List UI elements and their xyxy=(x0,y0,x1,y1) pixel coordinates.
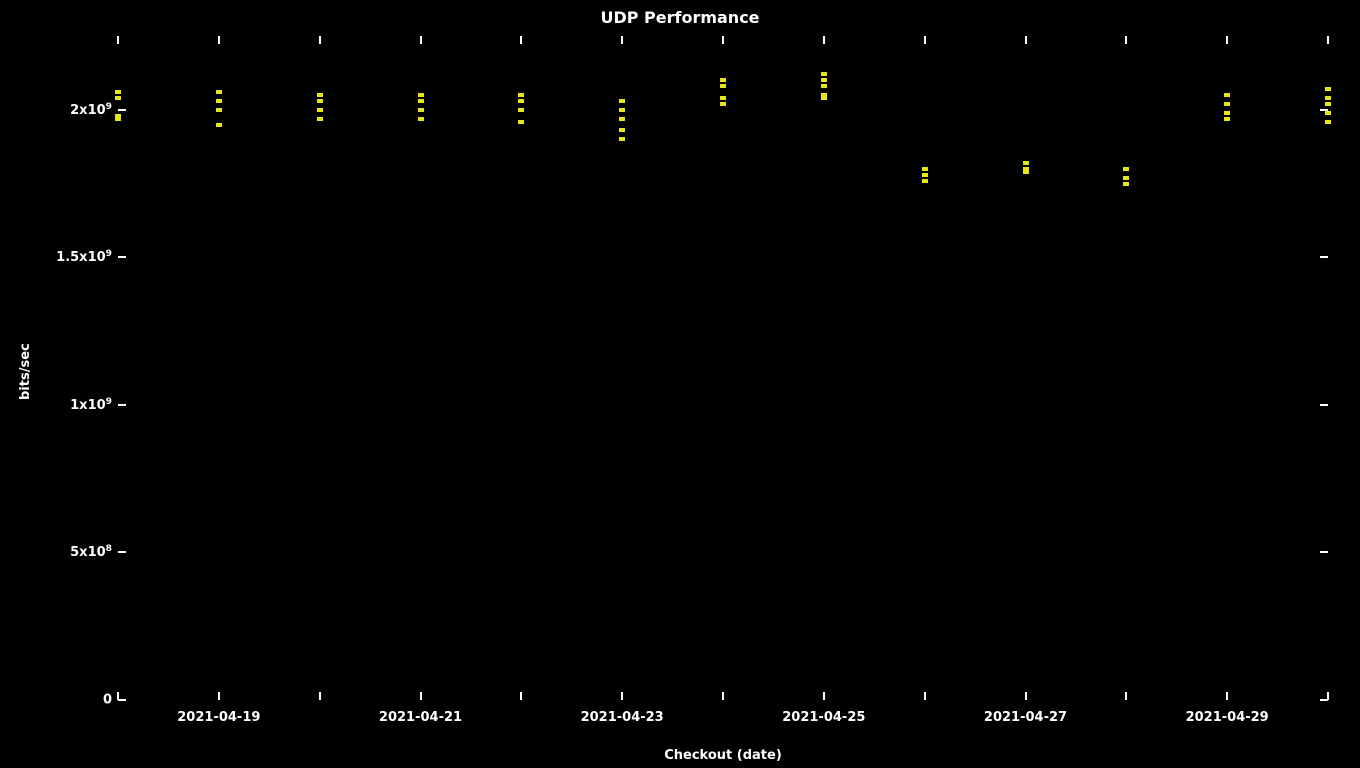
data-point xyxy=(619,117,625,121)
data-point xyxy=(518,99,524,103)
x-tick-mark xyxy=(1327,36,1329,44)
data-point xyxy=(1023,170,1029,174)
x-tick-mark xyxy=(117,36,119,44)
data-point xyxy=(1224,93,1230,97)
x-tick-mark xyxy=(1025,692,1027,700)
data-point xyxy=(1325,96,1331,100)
x-tick-mark xyxy=(823,692,825,700)
data-point xyxy=(418,99,424,103)
x-tick-mark xyxy=(1226,36,1228,44)
data-point xyxy=(317,117,323,121)
y-tick-label: 2x109 xyxy=(70,102,112,118)
y-tick-mark xyxy=(1320,256,1328,258)
data-point xyxy=(317,99,323,103)
data-point xyxy=(418,117,424,121)
data-point xyxy=(922,179,928,183)
data-point xyxy=(1325,87,1331,91)
data-point xyxy=(1325,102,1331,106)
x-tick-mark xyxy=(117,692,119,700)
y-tick-mark xyxy=(118,699,126,701)
y-tick-mark xyxy=(118,551,126,553)
x-tick-mark xyxy=(621,36,623,44)
data-point xyxy=(720,102,726,106)
data-point xyxy=(1325,120,1331,124)
x-axis-label: Checkout (date) xyxy=(664,748,782,763)
y-tick-mark xyxy=(1320,404,1328,406)
data-point xyxy=(821,84,827,88)
data-point xyxy=(317,93,323,97)
x-tick-mark xyxy=(319,36,321,44)
x-tick-mark xyxy=(1025,36,1027,44)
chart-title: UDP Performance xyxy=(0,8,1360,27)
x-tick-mark xyxy=(218,692,220,700)
data-point xyxy=(1123,176,1129,180)
data-point xyxy=(115,117,121,121)
x-tick-mark xyxy=(218,36,220,44)
data-point xyxy=(518,93,524,97)
y-axis-label: bits/sec xyxy=(18,343,33,400)
x-tick-mark xyxy=(823,36,825,44)
y-tick-mark xyxy=(1320,551,1328,553)
x-tick-mark xyxy=(1125,692,1127,700)
x-tick-mark xyxy=(420,692,422,700)
x-tick-mark xyxy=(1125,36,1127,44)
data-point xyxy=(720,96,726,100)
x-tick-label: 2021-04-29 xyxy=(1186,710,1269,725)
x-tick-label: 2021-04-27 xyxy=(984,710,1067,725)
x-tick-mark xyxy=(924,36,926,44)
y-tick-label: 1x109 xyxy=(70,397,112,413)
x-tick-mark xyxy=(722,692,724,700)
data-point xyxy=(518,108,524,112)
x-tick-mark xyxy=(621,692,623,700)
y-tick-mark xyxy=(118,256,126,258)
data-point xyxy=(115,96,121,100)
x-tick-label: 2021-04-19 xyxy=(177,710,260,725)
x-tick-mark xyxy=(1226,692,1228,700)
y-tick-label: 0 xyxy=(103,693,112,708)
x-tick-mark xyxy=(722,36,724,44)
data-point xyxy=(518,120,524,124)
data-point xyxy=(216,90,222,94)
data-point xyxy=(619,108,625,112)
data-point xyxy=(1224,102,1230,106)
data-point xyxy=(418,108,424,112)
data-point xyxy=(1224,111,1230,115)
y-tick-mark xyxy=(118,404,126,406)
data-point xyxy=(922,173,928,177)
data-point xyxy=(619,99,625,103)
data-point xyxy=(1123,167,1129,171)
data-point xyxy=(1023,161,1029,165)
x-tick-mark xyxy=(319,692,321,700)
data-point xyxy=(922,167,928,171)
data-point xyxy=(1123,182,1129,186)
data-point xyxy=(1224,117,1230,121)
x-tick-mark xyxy=(520,36,522,44)
data-point xyxy=(418,93,424,97)
data-point xyxy=(821,72,827,76)
data-point xyxy=(619,128,625,132)
data-point xyxy=(720,84,726,88)
x-tick-mark xyxy=(520,692,522,700)
x-tick-mark xyxy=(420,36,422,44)
data-point xyxy=(115,90,121,94)
data-point xyxy=(619,137,625,141)
data-point xyxy=(821,96,827,100)
data-point xyxy=(821,78,827,82)
x-tick-mark xyxy=(924,692,926,700)
data-point xyxy=(216,123,222,127)
data-point xyxy=(720,78,726,82)
x-tick-label: 2021-04-25 xyxy=(782,710,865,725)
data-point xyxy=(317,108,323,112)
data-point xyxy=(216,108,222,112)
udp-performance-chart: UDP Performance Checkout (date) bits/sec 0 5… xyxy=(0,0,1360,768)
y-tick-mark xyxy=(118,109,126,111)
y-tick-label: 5x108 xyxy=(70,544,112,560)
data-point xyxy=(1325,111,1331,115)
x-tick-label: 2021-04-21 xyxy=(379,710,462,725)
x-tick-label: 2021-04-23 xyxy=(581,710,664,725)
x-tick-mark xyxy=(1327,692,1329,700)
y-tick-label: 1.5x109 xyxy=(56,249,112,265)
data-point xyxy=(216,99,222,103)
